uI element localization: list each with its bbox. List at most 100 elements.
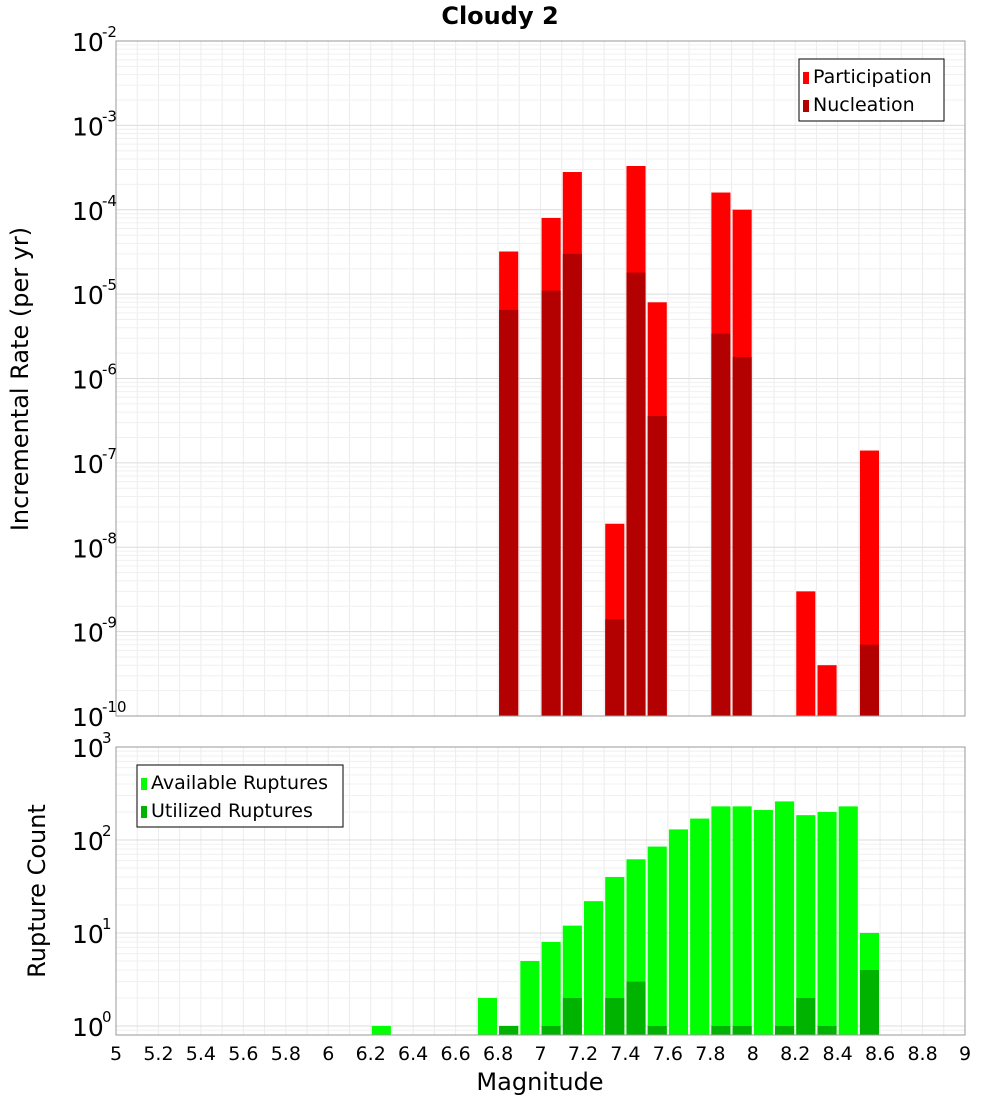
count-y-tick-label: 10 [72, 920, 104, 949]
rate-y-tick-label: 10 [72, 112, 104, 141]
available-ruptures-bar [371, 1025, 391, 1035]
available-ruptures-bar [647, 846, 667, 1035]
rate-legend-swatch [803, 100, 809, 112]
count-y-axis-label: Rupture Count [23, 804, 51, 978]
rate-y-tick-exponent: -10 [102, 698, 127, 716]
count-y-tick-exponent: 0 [102, 1008, 112, 1026]
available-ruptures-bar [838, 806, 858, 1035]
rate-legend-swatch [803, 72, 809, 84]
nucleation-bar [626, 272, 646, 716]
x-axis-label: Magnitude [476, 1068, 603, 1096]
rate-legend: Participation Nucleation [798, 58, 945, 122]
rate-y-tick-label: 10 [72, 366, 104, 395]
magnitude-x-tick-label: 6.2 [356, 1043, 386, 1065]
utilized-ruptures-bar [626, 981, 646, 1035]
magnitude-x-tick-label: 6.8 [483, 1043, 513, 1065]
magnitude-x-tick-label: 6.6 [440, 1043, 470, 1065]
magnitude-x-tick-label: 5.6 [228, 1043, 258, 1065]
rate-y-tick-exponent: -5 [102, 276, 117, 294]
count-y-tick-label: 10 [72, 827, 104, 856]
chart-title: Cloudy 2 [441, 2, 558, 30]
utilized-ruptures-bar [796, 997, 816, 1035]
count-y-tick-exponent: 2 [102, 822, 112, 840]
magnitude-x-tick-label: 5.8 [271, 1043, 301, 1065]
utilized-ruptures-bar [817, 1025, 837, 1035]
magnitude-x-tick-label: 9 [959, 1043, 971, 1065]
count-plot-border [115, 746, 966, 1036]
available-ruptures-bar [584, 901, 604, 1035]
magnitude-x-tick-label: 6 [322, 1043, 334, 1065]
magnitude-x-tick-label: 7.4 [610, 1043, 640, 1065]
magnitude-x-tick-label: 6.4 [398, 1043, 428, 1065]
nucleation-bar [562, 253, 582, 716]
rate-legend-box [798, 58, 945, 122]
rate-y-tick-exponent: -3 [102, 107, 117, 125]
magnitude-x-tick-label: 7 [534, 1043, 546, 1065]
available-ruptures-bar [541, 942, 561, 1035]
rate-y-tick-exponent: -8 [102, 529, 117, 547]
rate-legend-label: Participation [813, 66, 932, 88]
magnitude-x-tick-label: 8.8 [907, 1043, 937, 1065]
available-ruptures-bar [817, 812, 837, 1035]
utilized-ruptures-bar [499, 1025, 519, 1035]
magnitude-x-tick-label: 7.6 [653, 1043, 683, 1065]
available-ruptures-bar [753, 810, 773, 1035]
rate-legend-label: Nucleation [813, 94, 915, 116]
magnitude-x-tick-label: 8 [747, 1043, 759, 1065]
rate-y-tick-exponent: -4 [102, 192, 117, 210]
rate-plot-border [115, 40, 966, 717]
participation-bar [817, 665, 837, 716]
utilized-ruptures-bar [859, 969, 880, 1035]
count-legend: Available Ruptures Utilized Ruptures [136, 764, 344, 828]
participation-bar [796, 591, 816, 716]
rate-y-tick-exponent: -7 [102, 445, 117, 463]
rate-gridlines [115, 41, 966, 717]
utilized-ruptures-bar [647, 1025, 667, 1035]
available-ruptures-bar [690, 818, 710, 1035]
available-ruptures-bar [732, 806, 752, 1035]
rate-y-tick-exponent: -6 [102, 361, 117, 379]
rate-y-tick-label: 10 [72, 281, 104, 310]
count-y-tick-exponent: 3 [102, 729, 112, 747]
utilized-ruptures-bar [732, 1025, 752, 1035]
nucleation-bar [711, 333, 731, 716]
utilized-ruptures-bar [711, 1025, 731, 1035]
utilized-ruptures-bar [562, 997, 582, 1035]
nucleation-bar [541, 290, 561, 716]
count-y-tick-exponent: 1 [102, 915, 112, 933]
magnitude-x-tick-label: 5 [110, 1043, 122, 1065]
magnitude-x-tick-label: 8.4 [823, 1043, 853, 1065]
nucleation-bar [647, 415, 667, 716]
available-ruptures-bar [711, 806, 731, 1035]
count-legend-swatch [141, 806, 147, 818]
rate-bars [499, 166, 880, 717]
count-legend-swatch [141, 778, 147, 790]
nucleation-bar [605, 619, 625, 716]
count-legend-box [136, 764, 344, 828]
utilized-ruptures-bar [775, 1025, 795, 1035]
available-ruptures-bar [796, 815, 816, 1035]
rate-y-tick-label: 10 [72, 619, 104, 648]
rate-y-tick-label: 10 [72, 534, 104, 563]
magnitude-x-tick-label: 5.2 [143, 1043, 173, 1065]
available-ruptures-bar [668, 829, 689, 1035]
utilized-ruptures-bar [605, 997, 625, 1035]
nucleation-bar [732, 356, 752, 716]
count-y-tick-label: 10 [72, 734, 104, 763]
utilized-ruptures-bar [541, 1025, 561, 1035]
magnitude-x-ticks: 5 5.2 5.4 5.6 5.8 6 6.2 6.4 6.6 6.8 7 7.2 7.4 7.6 7.8 8… [110, 1043, 971, 1065]
nucleation-bar [499, 309, 519, 716]
rate-y-axis-label: Incremental Rate (per yr) [6, 227, 34, 531]
magnitude-x-tick-label: 8.6 [865, 1043, 895, 1065]
count-legend-label: Utilized Ruptures [151, 800, 313, 822]
rate-y-tick-label: 10 [72, 197, 104, 226]
available-ruptures-bar [605, 877, 625, 1035]
magnitude-x-tick-label: 7.2 [568, 1043, 598, 1065]
magnitude-x-tick-label: 5.4 [186, 1043, 216, 1065]
rate-y-tick-label: 10 [72, 28, 104, 57]
